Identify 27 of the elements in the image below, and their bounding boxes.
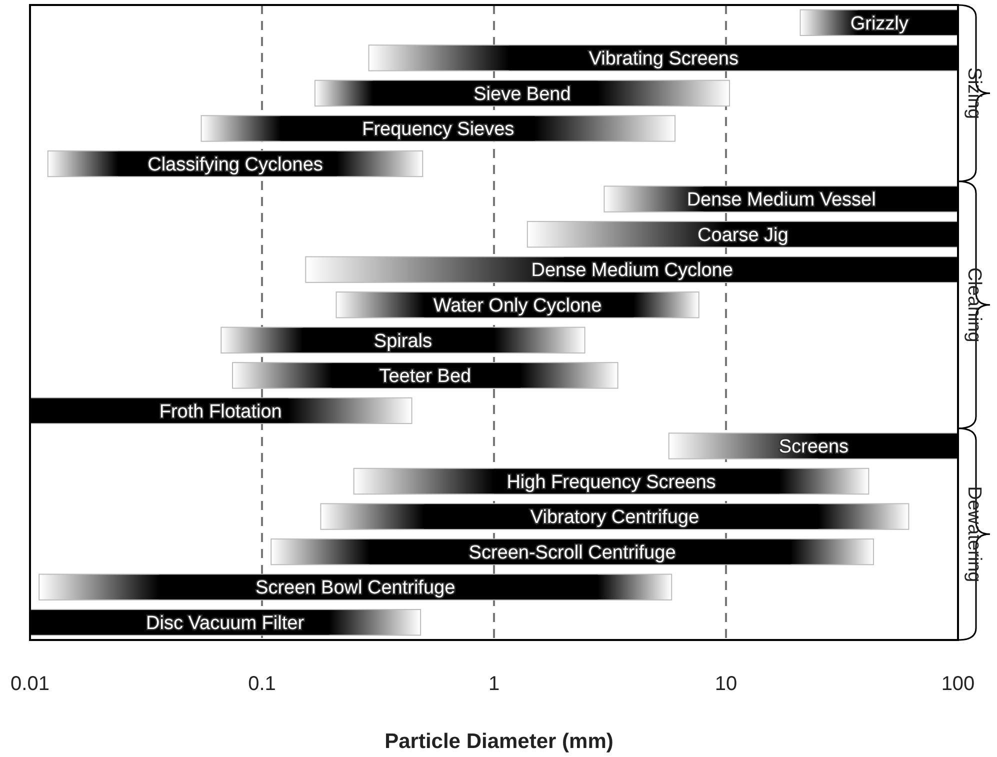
y-tick-label: High Frequency Screens <box>506 472 716 493</box>
y-tick-label: Coarse Jig <box>698 224 788 246</box>
y-tick-label: Dense Medium Cyclone <box>531 260 733 282</box>
y-tick-label: Grizzly <box>850 13 909 34</box>
y-tick-label: Froth Flotation <box>159 401 282 422</box>
x-tick-label: 100 <box>941 673 975 695</box>
x-tick-label: 1 <box>488 673 500 695</box>
x-tick-label: 10 <box>714 673 738 695</box>
y-tick-label: Water Only Cyclone <box>433 296 602 317</box>
y-tick-label: Disc Vacuum Filter <box>146 613 305 634</box>
y-tick-label: Classifying Cyclones <box>148 154 323 176</box>
y-tick-label: Sieve Bend <box>474 84 571 105</box>
text: Cleaning <box>964 267 985 342</box>
text: Dewatering <box>964 486 985 582</box>
y-tick-label: Dense Medium Vessel <box>686 190 876 211</box>
x-tick-label: 0.01 <box>10 673 50 695</box>
y-tick-label: Vibratory Centrifuge <box>530 507 700 528</box>
x-tick-label: 0.1 <box>248 673 276 695</box>
y-tick-label: Screens <box>778 436 849 458</box>
y-tick-label: Vibrating Screens <box>588 48 738 70</box>
y-tick-label: Frequency Sieves <box>362 119 514 140</box>
y-tick-label: Screen Bowl Centrifuge <box>256 578 456 599</box>
y-tick-label: Screen-Scroll Centrifuge <box>468 542 676 564</box>
y-tick-label: Spirals <box>374 330 432 352</box>
y-tick-label: Teeter Bed <box>379 366 472 388</box>
text: Sizing <box>964 67 985 120</box>
x-axis-title: Particle Diameter (mm) <box>384 730 614 753</box>
